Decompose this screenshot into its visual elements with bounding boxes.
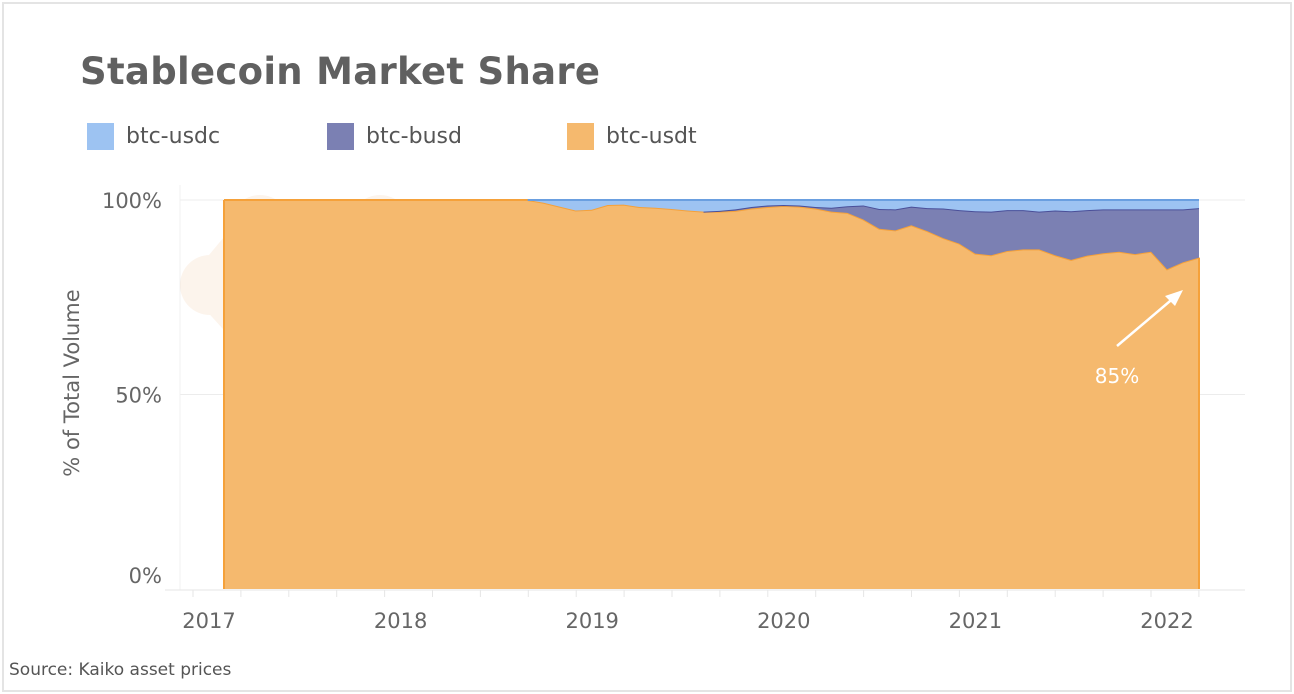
legend-label-btc-usdt: btc-usdt (606, 123, 697, 149)
x-tick-label: 2019 (565, 609, 618, 633)
area-btc-busd (224, 200, 1199, 270)
source-caption: Source: Kaiko asset prices (9, 660, 232, 680)
x-tick-label: 2018 (374, 609, 427, 633)
x-tick-label: 2017 (182, 609, 235, 633)
y-tick-label: 0% (129, 564, 162, 588)
y-axis-label: % of Total Volume (60, 289, 84, 477)
area-btc-usdc (224, 200, 1199, 212)
x-tick-label: 2022 (1140, 609, 1193, 633)
area-btc-usdt (224, 200, 1199, 589)
x-tick-label: 2020 (757, 609, 810, 633)
legend-item-btc-usdt[interactable]: btc-usdt (567, 122, 697, 150)
legend-label-btc-usdc: btc-usdc (126, 123, 221, 149)
edge-btc-usdt (223, 200, 1200, 589)
chart-title: Stablecoin Market Share (80, 50, 601, 93)
y-tick-label: 100% (102, 189, 162, 213)
legend-item-btc-busd[interactable]: btc-busd (327, 122, 462, 150)
legend-item-btc-usdc[interactable]: btc-usdc (87, 122, 220, 150)
annotation-arrow (1116, 290, 1183, 347)
annotation-label: 85% (1095, 364, 1139, 388)
x-tick-label: 2021 (949, 609, 1002, 633)
legend-label-btc-busd: btc-busd (366, 123, 462, 149)
legend-swatch-btc-usdc (87, 122, 114, 150)
legend-swatch-btc-busd (327, 122, 354, 150)
y-tick-label: 50% (115, 384, 162, 408)
legend-swatch-btc-usdt (567, 122, 594, 150)
